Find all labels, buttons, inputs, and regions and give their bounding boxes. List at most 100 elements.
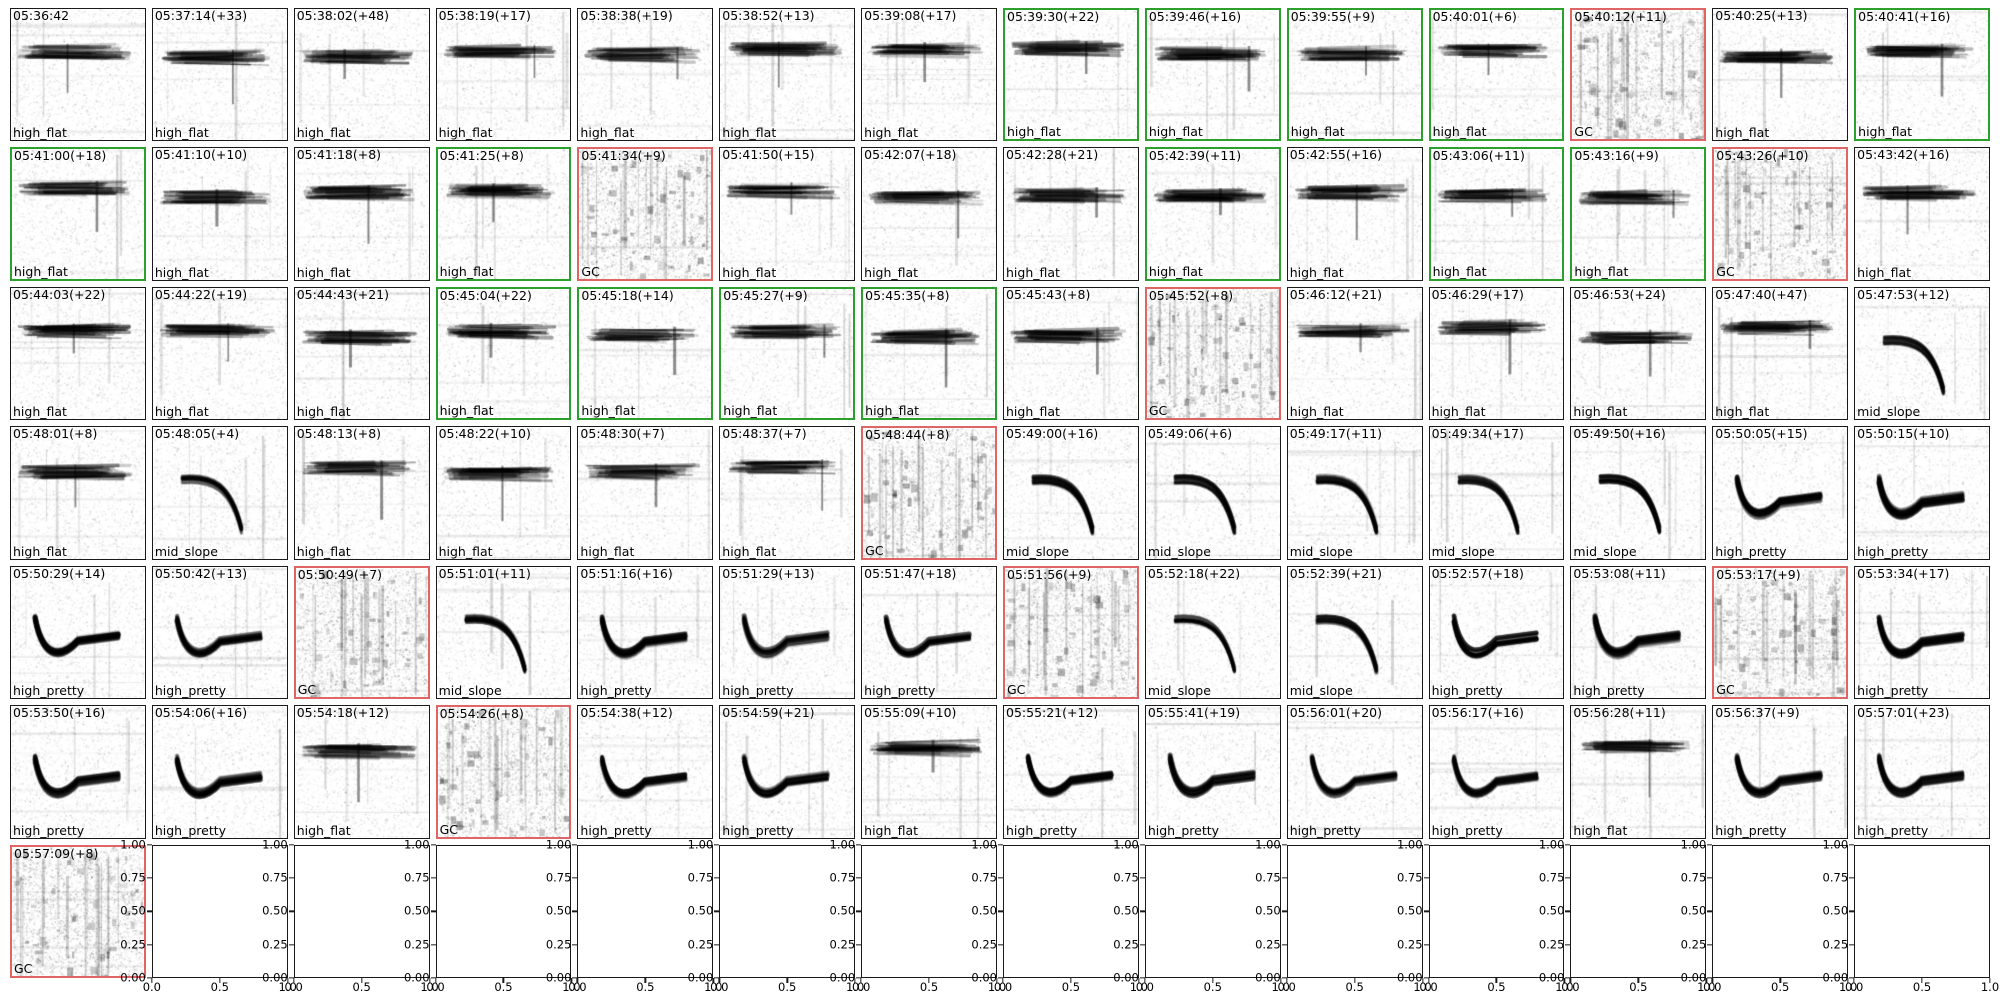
x-tick-label: 0.5 — [636, 980, 655, 994]
spectrogram-cell[interactable]: 05:51:01(+11) mid_slope — [435, 565, 572, 700]
spectrogram-cell[interactable]: 05:43:06(+11) high_flat — [1428, 147, 1565, 281]
spectrogram-cell[interactable]: 05:50:49(+7) GC — [293, 565, 430, 700]
spectrogram-cell[interactable]: 05:53:08(+11) high_pretty — [1570, 565, 1707, 700]
spectrogram-cell[interactable]: 05:43:42(+16) high_flat — [1854, 147, 1990, 281]
spectrogram-cell[interactable]: 05:39:46(+16) high_flat — [1144, 8, 1281, 142]
spectrogram-cell[interactable]: 05:45:27(+9) high_flat — [719, 286, 856, 421]
spectrogram-cell[interactable]: 05:45:18(+14) high_flat — [577, 286, 714, 421]
spectrogram-cell[interactable]: 05:48:44(+8) GC — [861, 426, 997, 560]
spectrogram-cell[interactable]: 05:36:42 high_flat — [10, 8, 146, 142]
spectrogram-cell[interactable]: 05:47:40(+47) high_flat — [1712, 286, 1849, 421]
spectrogram-cell[interactable]: 05:43:16(+9) high_flat — [1570, 147, 1707, 281]
spectrogram-cell[interactable]: 05:48:22(+10) high_flat — [435, 426, 572, 560]
x-tick-mark — [1280, 978, 1282, 983]
spectrogram-cell[interactable]: 05:51:29(+13) high_pretty — [719, 565, 856, 700]
spectrogram-cell[interactable]: 05:48:05(+4) mid_slope — [151, 426, 288, 560]
y-tick-mark — [1281, 877, 1287, 879]
spectrogram-cell[interactable]: 05:44:22(+19) high_flat — [151, 286, 288, 421]
spectrogram-cell[interactable]: 05:56:28(+11) high_flat — [1570, 705, 1707, 839]
y-tick-mark — [1849, 910, 1855, 912]
spectrogram-cell[interactable]: 05:42:28(+21) high_flat — [1003, 147, 1139, 281]
spectrogram-cell[interactable]: 05:46:12(+21) high_flat — [1286, 286, 1423, 421]
spectrogram-cell[interactable]: 05:45:04(+22) high_flat — [435, 286, 572, 421]
spectrogram-cell[interactable]: 05:41:10(+10) high_flat — [151, 147, 288, 281]
spectrogram-cell[interactable]: 05:51:47(+18) high_pretty — [861, 565, 997, 700]
spectrogram-cell[interactable]: 05:48:37(+7) high_flat — [719, 426, 856, 560]
spectrogram-cell[interactable]: 05:39:55(+9) high_flat — [1286, 8, 1423, 142]
spectrogram-cell[interactable]: 05:41:34(+9) GC — [577, 147, 714, 281]
spectrogram-cell[interactable]: 05:50:29(+14) high_pretty — [10, 565, 146, 700]
spectrogram-cell[interactable]: 05:40:12(+11) GC — [1570, 8, 1707, 142]
spectrogram-cell[interactable]: 05:40:01(+6) high_flat — [1428, 8, 1565, 142]
x-tick-mark — [360, 978, 363, 983]
spectrogram-cell[interactable]: 05:39:30(+22) high_flat — [1003, 8, 1139, 142]
spectrogram-cell[interactable]: 05:39:08(+17) high_flat — [861, 8, 997, 142]
y-tick-mark — [1139, 943, 1145, 946]
spectrogram-cell[interactable]: 05:52:18(+22) mid_slope — [1144, 565, 1281, 700]
spectrogram-cell[interactable]: 05:50:15(+10) high_pretty — [1854, 426, 1990, 560]
y-tick-mark — [998, 843, 1003, 846]
spectrogram-cell[interactable]: 05:47:53(+12) mid_slope — [1854, 286, 1990, 421]
spectrogram-cell[interactable]: 05:53:50(+16) high_pretty — [10, 705, 146, 839]
spectrogram-cell[interactable]: 05:48:01(+8) high_flat — [10, 426, 146, 560]
spectrogram-cell[interactable]: 05:45:35(+8) high_flat — [861, 286, 997, 421]
spectrogram-cell[interactable]: 05:54:18(+12) high_flat — [293, 705, 430, 839]
spectrogram-cell[interactable]: 05:44:03(+22) high_flat — [10, 286, 146, 421]
spectrogram-cell[interactable]: 05:41:18(+8) high_flat — [293, 147, 430, 281]
spectrogram-cell[interactable]: 05:53:17(+9) GC — [1712, 565, 1849, 700]
spectrogram-cell[interactable]: 05:53:34(+17) high_pretty — [1854, 565, 1990, 700]
spectrogram-cell[interactable]: 05:52:57(+18) high_pretty — [1428, 565, 1565, 700]
spectrogram-cell[interactable]: 05:50:05(+15) high_pretty — [1712, 426, 1849, 560]
spectrogram-cell[interactable]: 05:48:30(+7) high_flat — [577, 426, 714, 560]
spectrogram-cell[interactable]: 05:49:00(+16) mid_slope — [1003, 426, 1139, 560]
spectrogram-cell[interactable]: 05:51:56(+9) GC — [1003, 565, 1139, 700]
spectrogram-cell[interactable]: 05:52:39(+21) mid_slope — [1286, 565, 1423, 700]
spectrogram-cell[interactable]: 05:38:02(+48) high_flat — [293, 8, 430, 142]
spectrogram-cell[interactable]: 05:46:53(+24) high_flat — [1570, 286, 1707, 421]
spectrogram-cell[interactable]: 05:41:25(+8) high_flat — [435, 147, 572, 281]
y-tick-label: 0.25 — [971, 936, 997, 951]
spectrogram-cell[interactable]: 05:42:39(+11) high_flat — [1144, 147, 1281, 281]
spectrogram-cell[interactable]: 05:57:09(+8) GC — [10, 844, 146, 978]
spectrogram-cell[interactable]: 05:49:34(+17) mid_slope — [1428, 426, 1565, 560]
spectrogram-cell[interactable]: 05:38:38(+19) high_flat — [577, 8, 714, 142]
x-tick-mark — [854, 978, 856, 983]
axes-frame — [1428, 844, 1565, 978]
spectrogram-cell[interactable]: 05:48:13(+8) high_flat — [293, 426, 430, 560]
spectrogram-cell[interactable]: 05:51:16(+16) high_pretty — [577, 565, 714, 700]
spectrogram-cell[interactable]: 05:54:26(+8) GC — [435, 705, 572, 839]
spectrogram-cell[interactable]: 05:43:26(+10) GC — [1712, 147, 1849, 281]
clip-time-label: 05:49:06(+6) — [1147, 426, 1233, 442]
clip-time-label: 05:50:49(+7) — [297, 566, 383, 582]
y-tick-label: 1.00 — [1680, 836, 1707, 851]
spectrogram-image — [1287, 566, 1422, 699]
spectrogram-cell[interactable]: 05:57:01(+23) high_pretty — [1854, 705, 1990, 839]
spectrogram-cell[interactable]: 05:45:52(+8) GC — [1144, 286, 1281, 421]
spectrogram-cell[interactable]: 05:49:17(+11) mid_slope — [1286, 426, 1423, 560]
spectrogram-cell[interactable]: 05:38:52(+13) high_flat — [719, 8, 856, 142]
spectrogram-cell[interactable]: 05:54:38(+12) high_pretty — [577, 705, 714, 839]
spectrogram-image — [1714, 567, 1847, 698]
spectrogram-cell[interactable]: 05:38:19(+17) high_flat — [435, 8, 572, 142]
spectrogram-cell[interactable]: 05:50:42(+13) high_pretty — [151, 565, 288, 700]
spectrogram-cell[interactable]: 05:40:41(+16) high_flat — [1854, 8, 1990, 142]
spectrogram-cell[interactable]: 05:56:17(+16) high_pretty — [1428, 705, 1565, 839]
spectrogram-cell[interactable]: 05:37:14(+33) high_flat — [151, 8, 288, 142]
spectrogram-cell[interactable]: 05:42:07(+18) high_flat — [861, 147, 997, 281]
spectrogram-cell[interactable]: 05:46:29(+17) high_flat — [1428, 286, 1565, 421]
spectrogram-cell[interactable]: 05:42:55(+16) high_flat — [1286, 147, 1423, 281]
spectrogram-cell[interactable]: 05:55:21(+12) high_pretty — [1003, 705, 1139, 839]
spectrogram-cell[interactable]: 05:49:06(+6) mid_slope — [1144, 426, 1281, 560]
spectrogram-cell[interactable]: 05:45:43(+8) high_flat — [1003, 286, 1139, 421]
spectrogram-cell[interactable]: 05:40:25(+13) high_flat — [1712, 8, 1849, 142]
spectrogram-cell[interactable]: 05:41:00(+18) high_flat — [10, 147, 146, 281]
spectrogram-cell[interactable]: 05:54:59(+21) high_pretty — [719, 705, 856, 839]
spectrogram-cell[interactable]: 05:49:50(+16) mid_slope — [1570, 426, 1707, 560]
spectrogram-cell[interactable]: 05:56:37(+9) high_pretty — [1712, 705, 1849, 839]
spectrogram-cell[interactable]: 05:55:41(+19) high_pretty — [1144, 705, 1281, 839]
spectrogram-cell[interactable]: 05:56:01(+20) high_pretty — [1286, 705, 1423, 839]
spectrogram-cell[interactable]: 05:41:50(+15) high_flat — [719, 147, 856, 281]
spectrogram-cell[interactable]: 05:44:43(+21) high_flat — [293, 286, 430, 421]
spectrogram-cell[interactable]: 05:54:06(+16) high_pretty — [151, 705, 288, 839]
spectrogram-cell[interactable]: 05:55:09(+10) high_flat — [861, 705, 997, 839]
